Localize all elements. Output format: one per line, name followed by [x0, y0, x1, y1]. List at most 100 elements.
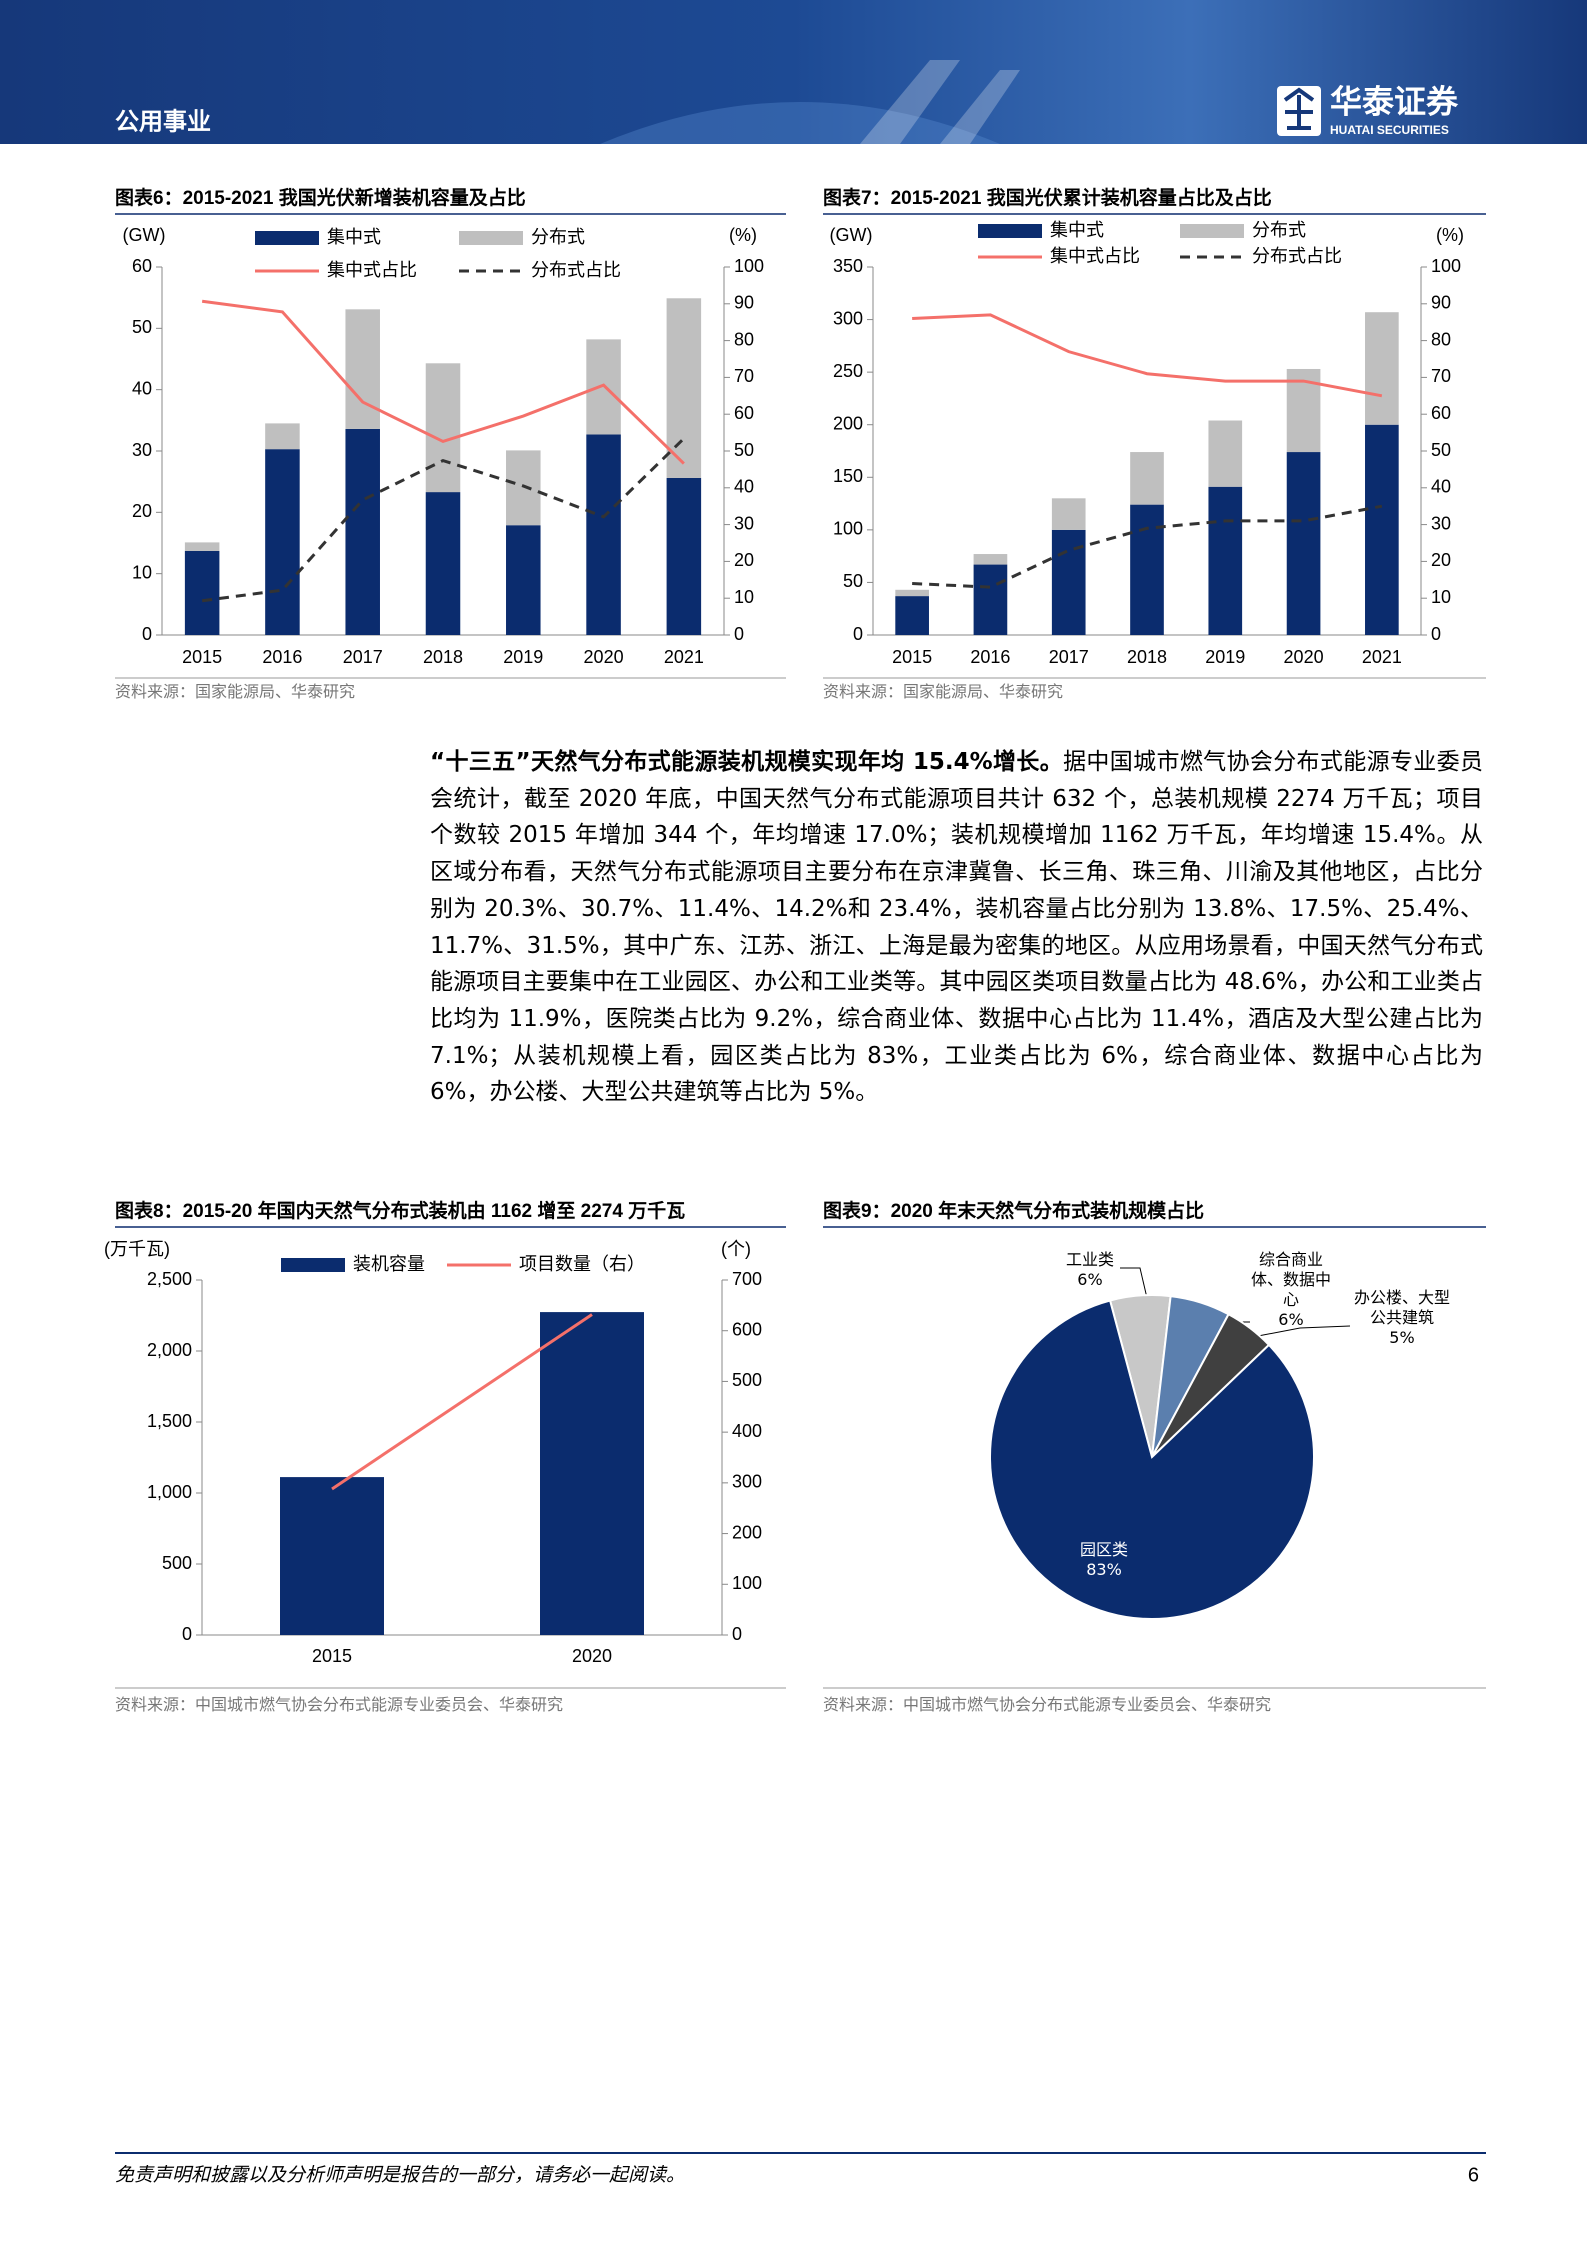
legend-swatch — [459, 231, 523, 245]
y2-tick-label: 30 — [734, 513, 754, 533]
pie-category: 园区类 — [1079, 1540, 1128, 1559]
legend-label: 分布式 — [531, 227, 585, 247]
x-tick-label: 2021 — [1362, 647, 1402, 667]
y-tick-label: 300 — [833, 308, 863, 328]
bar — [895, 596, 929, 635]
header-decor — [860, 60, 1020, 144]
line-series — [201, 299, 685, 465]
y2-tick-label: 200 — [732, 1522, 762, 1542]
y2-tick-label: 70 — [734, 366, 754, 386]
y2-tick-label: 10 — [1431, 587, 1451, 607]
y-tick-label: 150 — [833, 466, 863, 486]
y-tick-label: 100 — [833, 519, 863, 539]
pie-label: 办公楼、大型公共建筑 5% — [1352, 1288, 1452, 1348]
y2-tick-label: 700 — [732, 1269, 762, 1289]
y2-tick-label: 50 — [1431, 440, 1451, 460]
x-tick-label: 2016 — [262, 647, 302, 667]
source-note: 资料来源：国家能源局、华泰研究 — [115, 683, 355, 701]
axis-title: (%) — [1436, 225, 1464, 245]
legend-label: 分布式 — [1252, 220, 1306, 240]
bar — [973, 564, 1008, 635]
x-tick-label: 2015 — [892, 647, 932, 667]
y-tick-label: 60 — [132, 256, 152, 276]
y2-tick-label: 50 — [734, 440, 754, 460]
legend-swatch — [1180, 224, 1244, 238]
y2-tick-label: 90 — [1431, 293, 1451, 313]
line-series — [912, 313, 1383, 398]
y-tick-label: 500 — [162, 1553, 192, 1573]
bar — [1130, 504, 1164, 635]
bar — [666, 477, 702, 635]
line-series — [201, 437, 685, 603]
y-tick-label: 10 — [132, 562, 152, 582]
y2-tick-label: 60 — [1431, 403, 1451, 423]
axis-title: (%) — [729, 225, 757, 245]
footer-disclaimer: 免责声明和披露以及分析师声明是报告的一部分，请务必一起阅读。 — [115, 2164, 685, 2186]
pie-value-label: 6% — [1278, 1310, 1304, 1329]
leader-line — [1120, 1267, 1148, 1299]
header-band — [0, 0, 1587, 144]
line-series — [912, 504, 1383, 589]
bar — [265, 423, 300, 450]
legend-label: 分布式占比 — [531, 260, 621, 280]
header-decor — [600, 102, 1000, 144]
y2-tick-label: 30 — [1431, 513, 1451, 533]
logo-icon — [1283, 87, 1315, 130]
y2-tick-label: 10 — [734, 587, 754, 607]
logo-subtext: HUATAI SECURITIES — [1330, 123, 1449, 137]
bar — [280, 1477, 384, 1635]
legend-label: 分布式占比 — [1252, 246, 1342, 266]
section-name: 公用事业 — [115, 108, 211, 135]
y2-tick-label: 500 — [732, 1370, 762, 1390]
legend-label: 集中式占比 — [1050, 246, 1140, 266]
x-tick-label: 2020 — [584, 647, 624, 667]
pie-value-label: 83% — [1086, 1560, 1122, 1579]
pie-slice — [989, 1299, 1315, 1620]
bar — [895, 589, 929, 597]
legend-label: 集中式 — [1050, 220, 1104, 240]
bar — [184, 550, 220, 635]
axis-title: (GW) — [123, 225, 166, 245]
y2-tick-label: 40 — [1431, 477, 1451, 497]
pie-value-label: 6% — [1077, 1270, 1103, 1289]
legend-swatch — [978, 224, 1042, 238]
y2-tick-label: 70 — [1431, 366, 1451, 386]
y-tick-label: 2,500 — [147, 1269, 192, 1289]
legend-swatch — [281, 1258, 345, 1272]
pie-label: 园区类 83% — [1064, 1540, 1144, 1580]
y2-tick-label: 300 — [732, 1472, 762, 1492]
legend-swatch — [255, 231, 319, 245]
y2-tick-label: 20 — [734, 550, 754, 570]
y2-tick-label: 0 — [732, 1624, 742, 1644]
y-tick-label: 350 — [833, 256, 863, 276]
pie-value-label: 5% — [1389, 1328, 1415, 1347]
y2-tick-label: 100 — [1431, 256, 1461, 276]
x-tick-label: 2018 — [1127, 647, 1167, 667]
bar — [666, 298, 702, 478]
axis-title: (个) — [721, 1239, 751, 1259]
y-tick-label: 250 — [833, 361, 863, 381]
bar — [1051, 498, 1086, 530]
y-tick-label: 40 — [132, 378, 152, 398]
bar — [1286, 452, 1321, 635]
body-paragraph: “十三五”天然气分布式能源装机规模实现年均 15.4%增长。据中国城市燃气协会分… — [430, 744, 1483, 1111]
line-series — [331, 1313, 593, 1491]
bar — [265, 449, 300, 635]
y-tick-label: 1,500 — [147, 1411, 192, 1431]
chart-title: 图表6：2015-2021 我国光伏新增装机容量及占比 — [115, 186, 526, 209]
source-note: 资料来源：国家能源局、华泰研究 — [823, 683, 1063, 701]
bar — [1208, 420, 1243, 487]
y2-tick-label: 100 — [734, 256, 764, 276]
pie-category: 工业类 — [1065, 1250, 1114, 1269]
bar — [1365, 424, 1399, 635]
pie-label: 工业类 6% — [1050, 1250, 1130, 1290]
x-tick-label: 2017 — [343, 647, 383, 667]
bar — [345, 428, 380, 635]
bar — [1208, 486, 1243, 635]
y2-tick-label: 600 — [732, 1319, 762, 1339]
axis-title: (万千瓦) — [104, 1239, 170, 1259]
y-tick-label: 20 — [132, 501, 152, 521]
x-tick-label: 2017 — [1049, 647, 1089, 667]
y2-tick-label: 60 — [734, 403, 754, 423]
